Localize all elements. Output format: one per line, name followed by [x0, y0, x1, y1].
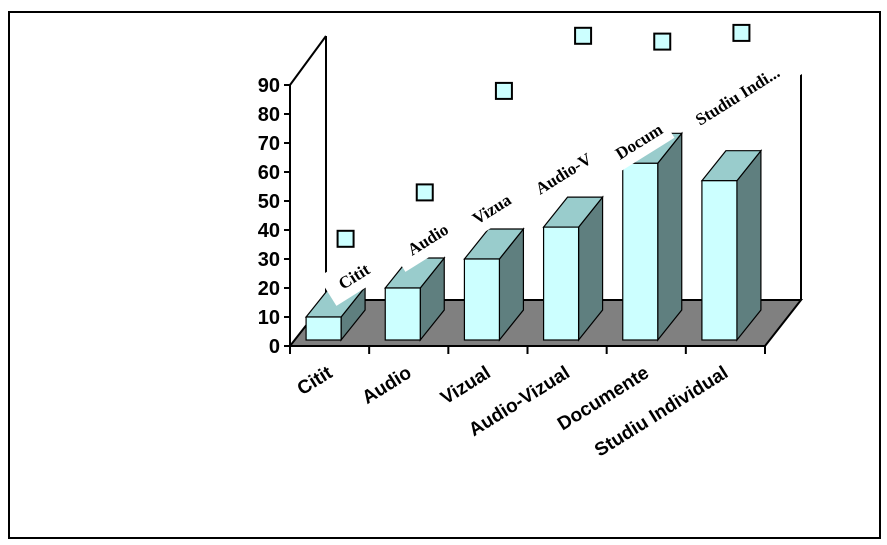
data-marker: [494, 81, 513, 100]
bar: [700, 148, 763, 342]
data-marker: [574, 26, 593, 45]
y-tick-label: 40: [258, 220, 280, 242]
y-tick-label: 70: [258, 133, 280, 155]
data-label-box: [595, 108, 675, 176]
y-tick-label: 80: [258, 104, 280, 126]
bar-front: [384, 287, 421, 341]
bar-side: [657, 131, 683, 342]
bar: [542, 195, 604, 342]
y-tick-label: 10: [258, 307, 280, 329]
y-tick-label: 0: [269, 336, 280, 358]
bar: [463, 227, 525, 342]
bar-front: [305, 316, 342, 341]
y-tick-label: 90: [258, 75, 280, 97]
data-label-box: [318, 238, 398, 306]
data-label-box: [675, 27, 831, 142]
data-label: Docum: [595, 108, 675, 176]
data-marker: [732, 23, 751, 42]
data-label-box: [387, 204, 467, 272]
bar-front: [463, 258, 501, 341]
data-marker: [653, 32, 672, 51]
bar-front: [701, 180, 738, 341]
data-label-box: [515, 133, 612, 211]
bar-side: [736, 148, 762, 342]
data-label-box: [452, 173, 532, 241]
data-marker: [415, 183, 434, 202]
bar: [384, 256, 446, 342]
bar-front: [622, 162, 659, 341]
y-tick-label: 60: [258, 162, 280, 184]
y-tick-label: 30: [258, 249, 280, 271]
y-tick-label: 20: [258, 278, 280, 300]
y-tick-label: 50: [258, 191, 280, 213]
data-marker: [336, 229, 355, 248]
bar-front: [542, 226, 580, 341]
